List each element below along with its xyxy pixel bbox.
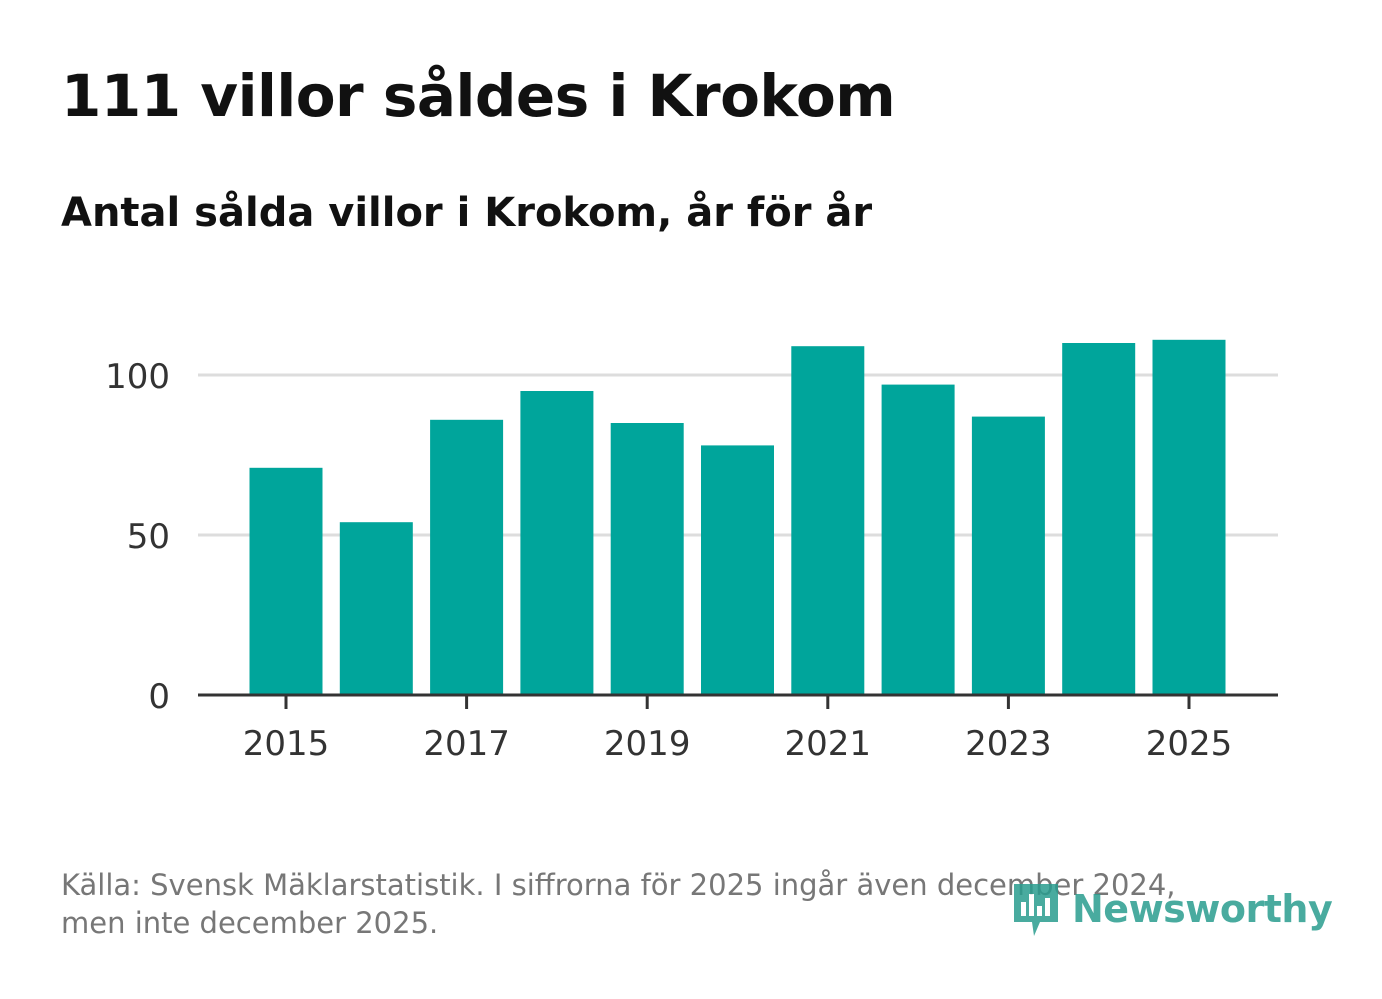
bar-2022 bbox=[881, 384, 955, 695]
bar-chart: 0 50 100 2015 2017 2019 2021 2023 2025 bbox=[105, 339, 1278, 764]
y-tick-label-100: 100 bbox=[105, 357, 170, 397]
newsworthy-chart-bubble-icon bbox=[1014, 884, 1058, 936]
x-tick-label-2021: 2021 bbox=[785, 724, 872, 764]
source-line-1: Källa: Svensk Mäklarstatistik. I siffror… bbox=[61, 868, 1176, 902]
y-tick-label-0: 0 bbox=[148, 677, 170, 717]
bar-2016 bbox=[339, 522, 413, 695]
bar-2018 bbox=[520, 391, 594, 695]
chart-subtitle: Antal sålda villor i Krokom, år för år bbox=[61, 190, 873, 236]
newsworthy-logo: Newsworthy bbox=[1010, 878, 1333, 940]
x-tick-label-2025: 2025 bbox=[1146, 724, 1233, 764]
source-note: Källa: Svensk Mäklarstatistik. I siffror… bbox=[61, 866, 1301, 942]
x-tick-label-2017: 2017 bbox=[423, 724, 510, 764]
bar-2024 bbox=[1062, 343, 1136, 695]
bar-2015 bbox=[249, 467, 323, 695]
bar-2017 bbox=[430, 419, 504, 695]
bar-2025 bbox=[1152, 339, 1226, 695]
chart-title: 111 villor såldes i Krokom bbox=[61, 62, 896, 130]
bar-2021 bbox=[791, 346, 865, 695]
x-tick-label-2023: 2023 bbox=[965, 724, 1052, 764]
bar-2020 bbox=[701, 445, 774, 695]
logo-text: Newsworthy bbox=[1072, 887, 1333, 931]
bar-2023 bbox=[971, 416, 1045, 695]
source-line-2: men inte december 2025. bbox=[61, 906, 439, 940]
bar-2019 bbox=[610, 423, 684, 695]
x-tick-label-2019: 2019 bbox=[604, 724, 691, 764]
x-tick-label-2015: 2015 bbox=[243, 724, 330, 764]
y-tick-label-50: 50 bbox=[127, 517, 170, 557]
